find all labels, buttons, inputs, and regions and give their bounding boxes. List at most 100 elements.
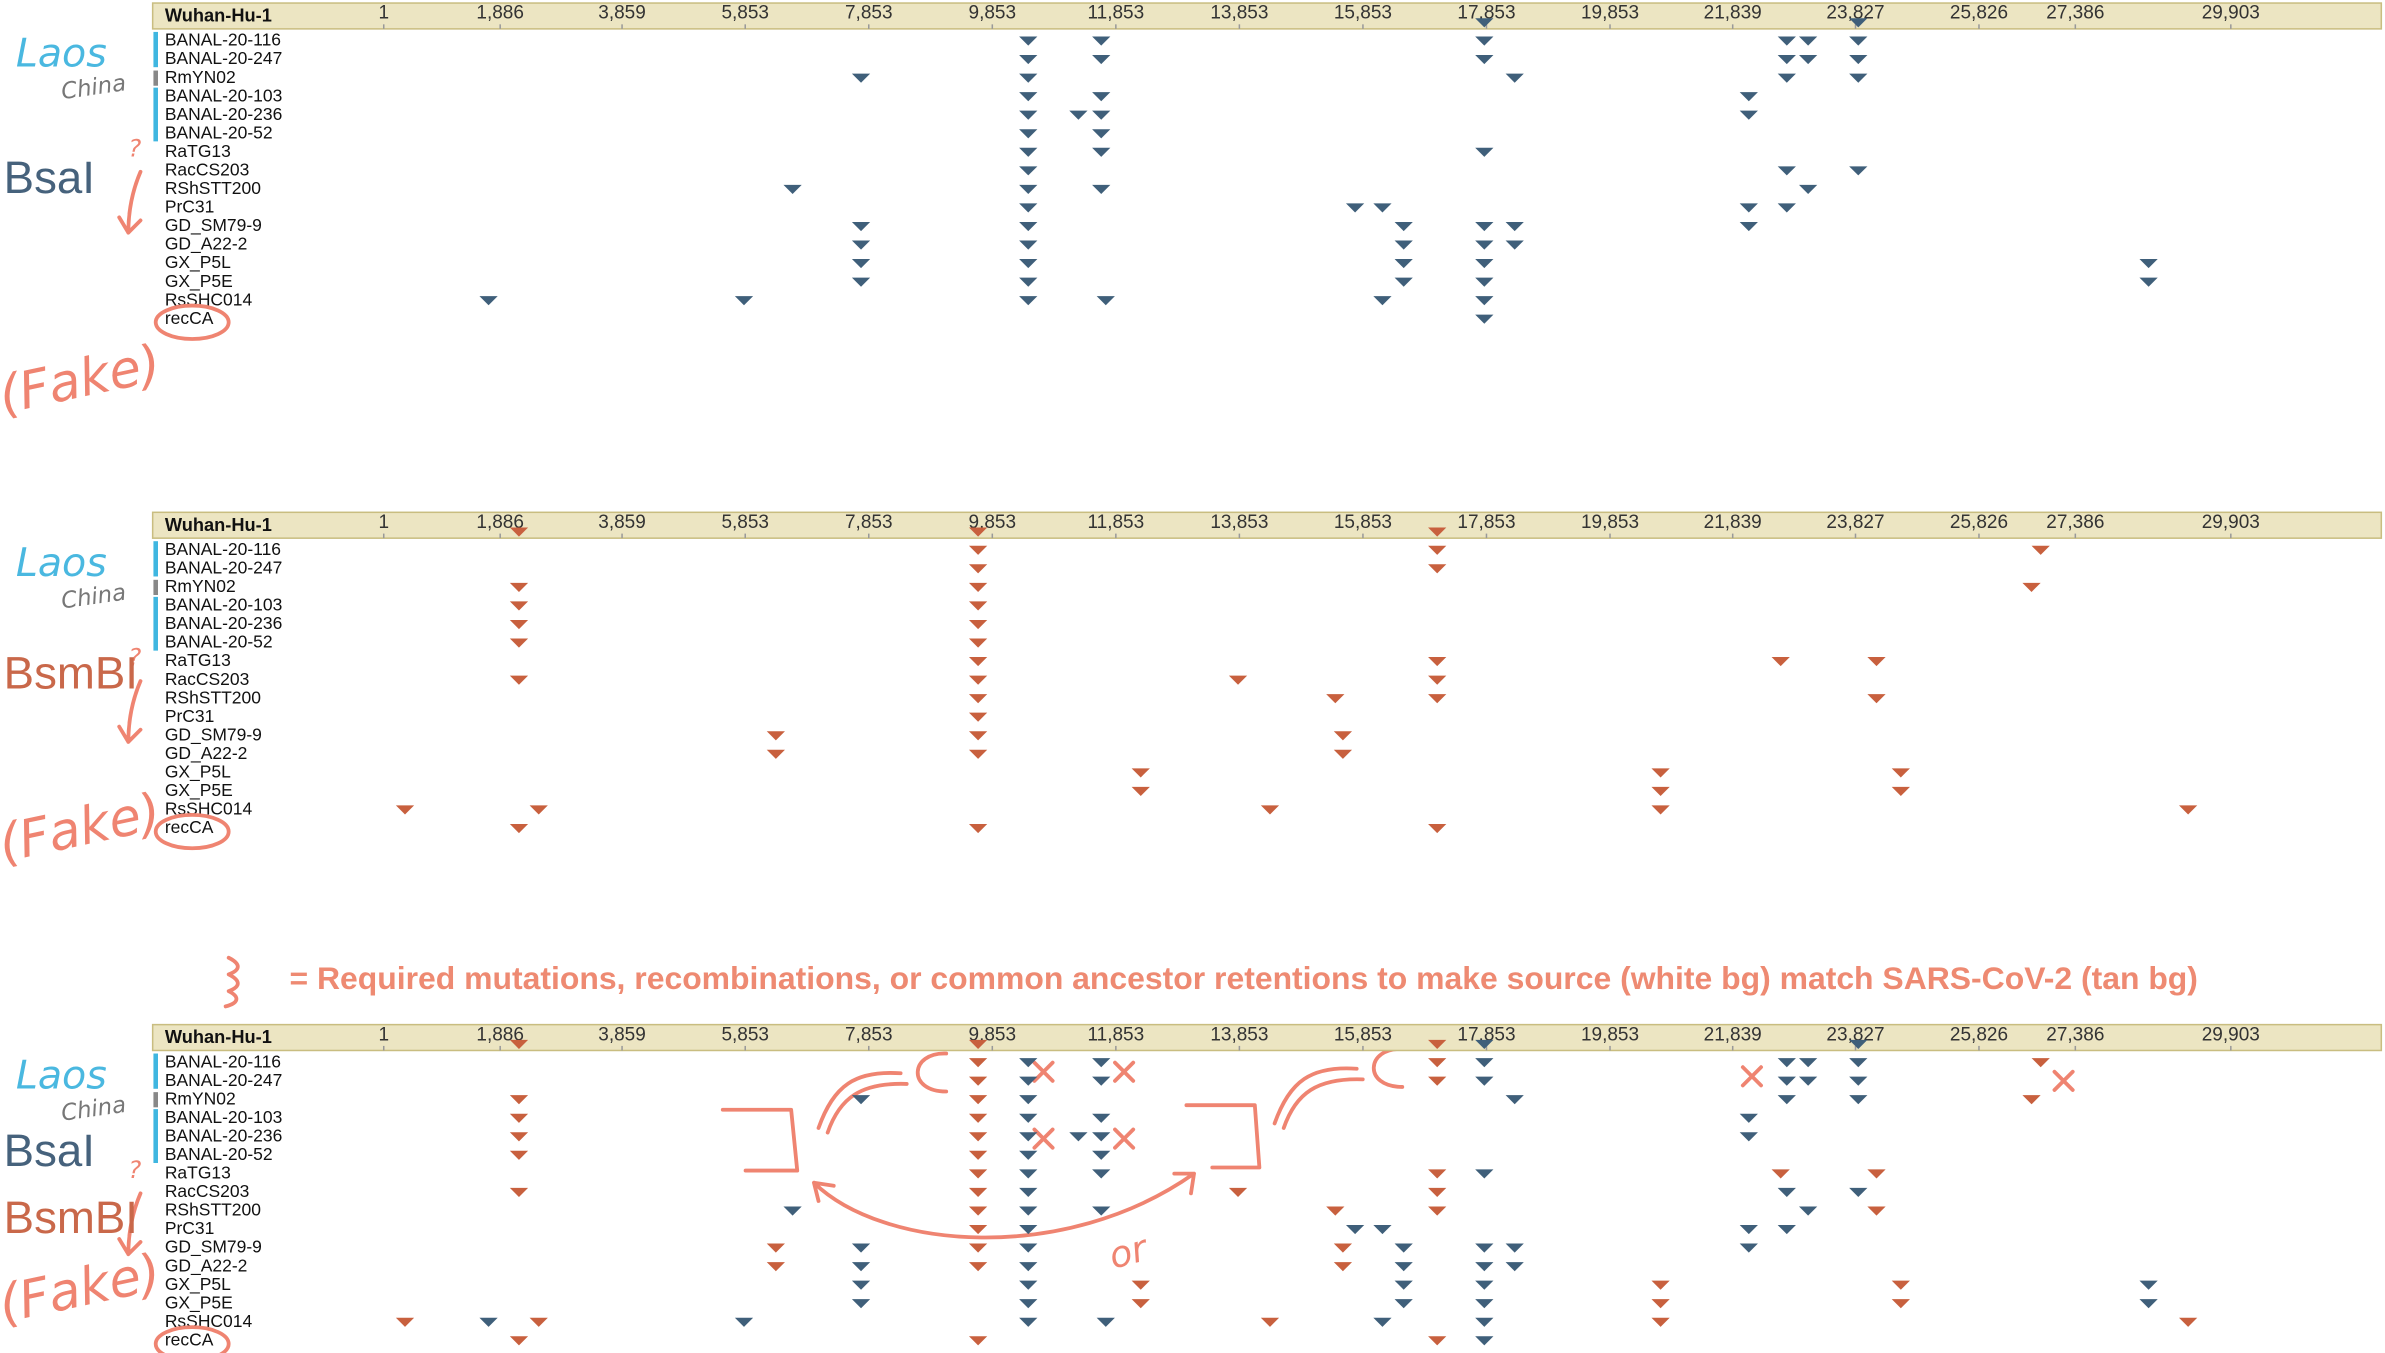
ruler-label: 13,853 bbox=[1210, 1024, 1268, 1045]
restriction-site bbox=[1651, 786, 1670, 796]
restriction-site bbox=[2139, 1299, 2158, 1309]
restriction-site bbox=[1345, 1224, 1365, 1235]
ruler-label: 5,853 bbox=[721, 512, 769, 533]
ruler-label: 21,839 bbox=[1704, 1024, 1762, 1045]
restriction-site bbox=[1428, 675, 1447, 685]
sequence-label: BANAL-20-236 bbox=[165, 1125, 283, 1145]
restriction-site bbox=[1428, 1206, 1447, 1216]
sequence-label: GX_P5E bbox=[165, 1292, 233, 1313]
ruler-label: 19,853 bbox=[1581, 512, 1639, 533]
restriction-site bbox=[1475, 1243, 1494, 1253]
sequence-label: recCA bbox=[165, 308, 214, 328]
reference-site bbox=[509, 527, 529, 537]
sequence-label: RmYN02 bbox=[165, 67, 236, 87]
ruler-label: 11,853 bbox=[1087, 1024, 1144, 1045]
reference-site bbox=[1475, 1039, 1494, 1049]
reference-site bbox=[1849, 18, 1868, 28]
sequence-label: RaTG13 bbox=[165, 650, 231, 670]
reference-band bbox=[151, 511, 2383, 539]
restriction-site bbox=[1739, 1243, 1758, 1253]
restriction-site bbox=[1019, 1206, 1038, 1216]
restriction-site bbox=[1092, 184, 1111, 194]
restriction-site bbox=[1739, 92, 1758, 102]
reference-band bbox=[151, 1023, 2383, 1052]
handwritten-marks bbox=[720, 1047, 2075, 1240]
restriction-site bbox=[2031, 1058, 2050, 1068]
restriction-site bbox=[1798, 55, 1818, 65]
restriction-site bbox=[968, 823, 988, 834]
restriction-site bbox=[1019, 221, 1038, 232]
sequence-label: BANAL-20-236 bbox=[165, 613, 283, 633]
restriction-site bbox=[851, 240, 871, 250]
restriction-site bbox=[1326, 1206, 1345, 1216]
restriction-site bbox=[1019, 73, 1038, 83]
restriction-site bbox=[1739, 110, 1758, 120]
restriction-site bbox=[509, 601, 529, 611]
restriction-site bbox=[1019, 1076, 1038, 1086]
restriction-site bbox=[1505, 221, 1524, 232]
ruler-label: 13,853 bbox=[1210, 3, 1268, 24]
restriction-site bbox=[1475, 221, 1494, 232]
sequence-label: RmYN02 bbox=[165, 576, 236, 596]
restriction-site bbox=[1739, 1132, 1758, 1142]
restriction-site bbox=[968, 619, 988, 630]
restriction-site bbox=[1373, 1224, 1392, 1235]
sequence-label: GX_P5E bbox=[165, 780, 233, 801]
restriction-site bbox=[1798, 184, 1818, 194]
sequence-label: recCA bbox=[165, 1329, 214, 1349]
sequence-label: recCA bbox=[165, 817, 214, 837]
restriction-site bbox=[1394, 277, 1413, 287]
arrow-note bbox=[117, 169, 143, 235]
enzyme-label: BsaI bbox=[4, 152, 95, 203]
restriction-site bbox=[1475, 1280, 1494, 1290]
restriction-site bbox=[1394, 221, 1413, 232]
restriction-site bbox=[1131, 1280, 1150, 1290]
reference-site bbox=[1849, 1039, 1868, 1049]
restriction-site bbox=[1019, 129, 1038, 139]
ruler-label: 29,903 bbox=[2202, 512, 2260, 533]
restriction-site bbox=[1394, 1280, 1413, 1290]
restriction-site bbox=[1475, 55, 1494, 65]
restriction-site bbox=[1092, 92, 1111, 102]
restriction-site bbox=[1019, 296, 1038, 306]
restriction-site bbox=[968, 657, 988, 667]
ruler-label: 23,827 bbox=[1826, 512, 1884, 533]
restriction-site bbox=[2179, 805, 2198, 815]
sequence-label: GD_SM79-9 bbox=[165, 724, 262, 745]
restriction-site bbox=[1092, 1150, 1111, 1160]
restriction-site bbox=[766, 1262, 785, 1272]
restriction-site bbox=[509, 1336, 529, 1346]
restriction-site bbox=[1019, 1280, 1038, 1290]
restriction-site bbox=[1475, 259, 1494, 269]
fake-note: (Fake) bbox=[0, 1243, 166, 1336]
restriction-site bbox=[851, 1280, 871, 1290]
restriction-site bbox=[1019, 147, 1038, 157]
restriction-site bbox=[968, 564, 988, 574]
ruler-label: 3,859 bbox=[598, 3, 646, 24]
ruler-label: 3,859 bbox=[598, 1024, 646, 1045]
restriction-site bbox=[1505, 73, 1524, 83]
restriction-site bbox=[1475, 1058, 1494, 1068]
restriction-site bbox=[1428, 1076, 1447, 1086]
sequence-label: RacCS203 bbox=[165, 669, 249, 689]
ruler-label: 27,386 bbox=[2046, 3, 2104, 24]
reference-name: Wuhan-Hu-1 bbox=[165, 1026, 272, 1047]
ruler-label: 17,853 bbox=[1457, 1024, 1515, 1045]
restriction-site bbox=[1131, 786, 1150, 796]
restriction-site bbox=[1092, 1076, 1111, 1086]
ruler-label: 15,853 bbox=[1334, 3, 1392, 24]
restriction-site bbox=[395, 805, 415, 815]
reference-band bbox=[151, 2, 2383, 30]
restriction-site bbox=[1019, 1299, 1038, 1309]
restriction-site bbox=[1651, 1317, 1670, 1327]
restriction-site bbox=[1373, 296, 1392, 306]
restriction-site bbox=[1092, 1132, 1111, 1142]
restriction-site bbox=[1333, 731, 1353, 741]
enzyme-label: BsaI bbox=[4, 1125, 95, 1176]
restriction-site bbox=[509, 823, 529, 834]
restriction-site bbox=[851, 277, 871, 287]
restriction-site bbox=[968, 1150, 988, 1160]
laos-note: Laos bbox=[16, 1052, 107, 1098]
